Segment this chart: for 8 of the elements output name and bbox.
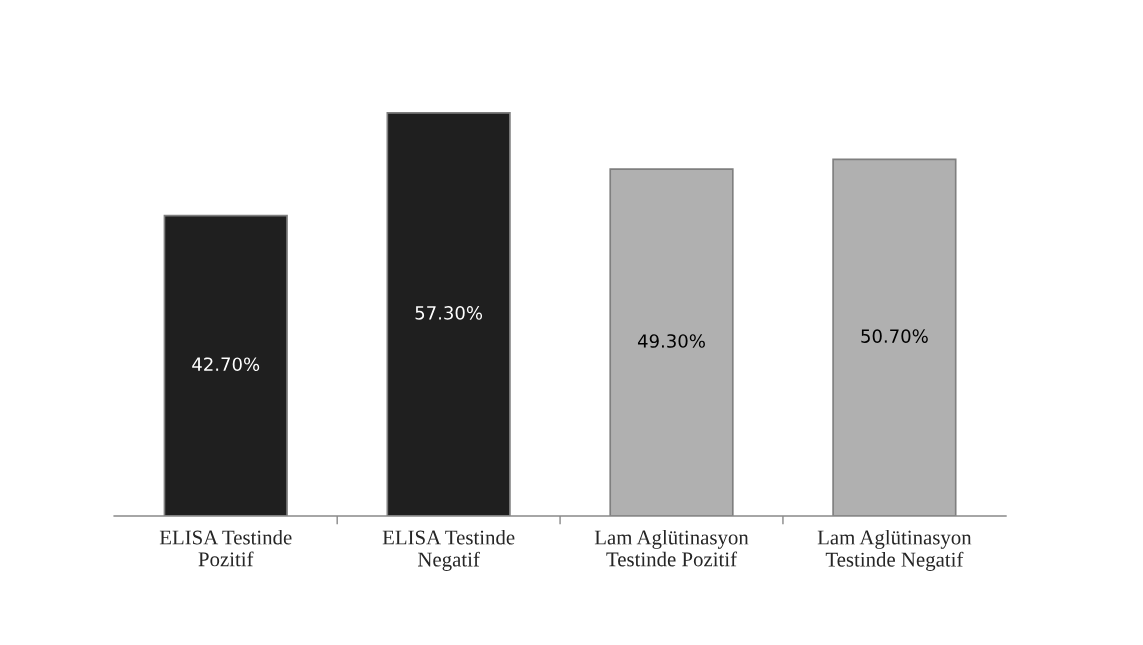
x-tick-label: ELISA Testinde Negatif [382, 529, 515, 571]
x-tick-label: Lam Aglütinasyon Testinde Pozitif [594, 529, 749, 567]
data-label: 57.30% [415, 306, 483, 320]
x-tick-label: ELISA Testinde Pozitif [159, 529, 292, 567]
data-label: 49.30% [637, 334, 705, 348]
x-tick-label: Lam Aglütinasyon Testinde Negatif [817, 529, 972, 571]
data-label: 42.70% [192, 357, 260, 372]
data-label: 50.70% [861, 329, 928, 343]
